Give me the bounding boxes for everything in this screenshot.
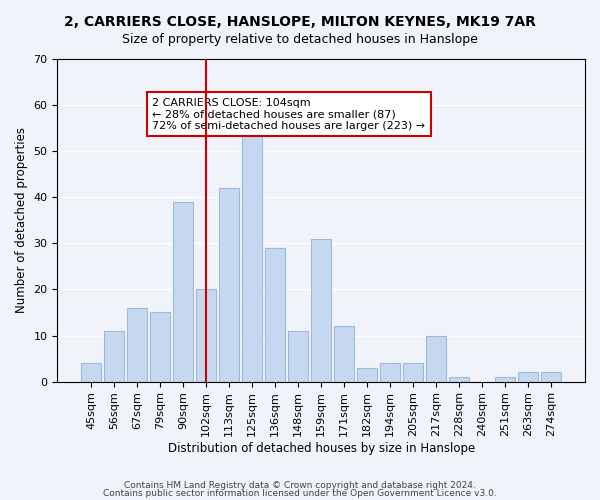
- Bar: [104, 331, 124, 382]
- Bar: [311, 238, 331, 382]
- Bar: [541, 372, 561, 382]
- Bar: [82, 363, 101, 382]
- Bar: [151, 312, 170, 382]
- Bar: [242, 128, 262, 382]
- Text: Contains HM Land Registry data © Crown copyright and database right 2024.: Contains HM Land Registry data © Crown c…: [124, 481, 476, 490]
- Bar: [518, 372, 538, 382]
- Bar: [220, 188, 239, 382]
- Bar: [289, 331, 308, 382]
- Bar: [127, 308, 147, 382]
- Y-axis label: Number of detached properties: Number of detached properties: [15, 128, 28, 314]
- Bar: [496, 377, 515, 382]
- Bar: [449, 377, 469, 382]
- Bar: [358, 368, 377, 382]
- Text: Contains public sector information licensed under the Open Government Licence v3: Contains public sector information licen…: [103, 488, 497, 498]
- Bar: [334, 326, 354, 382]
- Bar: [380, 363, 400, 382]
- Bar: [403, 363, 423, 382]
- Text: 2 CARRIERS CLOSE: 104sqm
← 28% of detached houses are smaller (87)
72% of semi-d: 2 CARRIERS CLOSE: 104sqm ← 28% of detach…: [152, 98, 425, 131]
- Bar: [196, 290, 216, 382]
- X-axis label: Distribution of detached houses by size in Hanslope: Distribution of detached houses by size …: [167, 442, 475, 455]
- Bar: [265, 248, 285, 382]
- Bar: [427, 336, 446, 382]
- Bar: [173, 202, 193, 382]
- Text: 2, CARRIERS CLOSE, HANSLOPE, MILTON KEYNES, MK19 7AR: 2, CARRIERS CLOSE, HANSLOPE, MILTON KEYN…: [64, 15, 536, 29]
- Text: Size of property relative to detached houses in Hanslope: Size of property relative to detached ho…: [122, 32, 478, 46]
